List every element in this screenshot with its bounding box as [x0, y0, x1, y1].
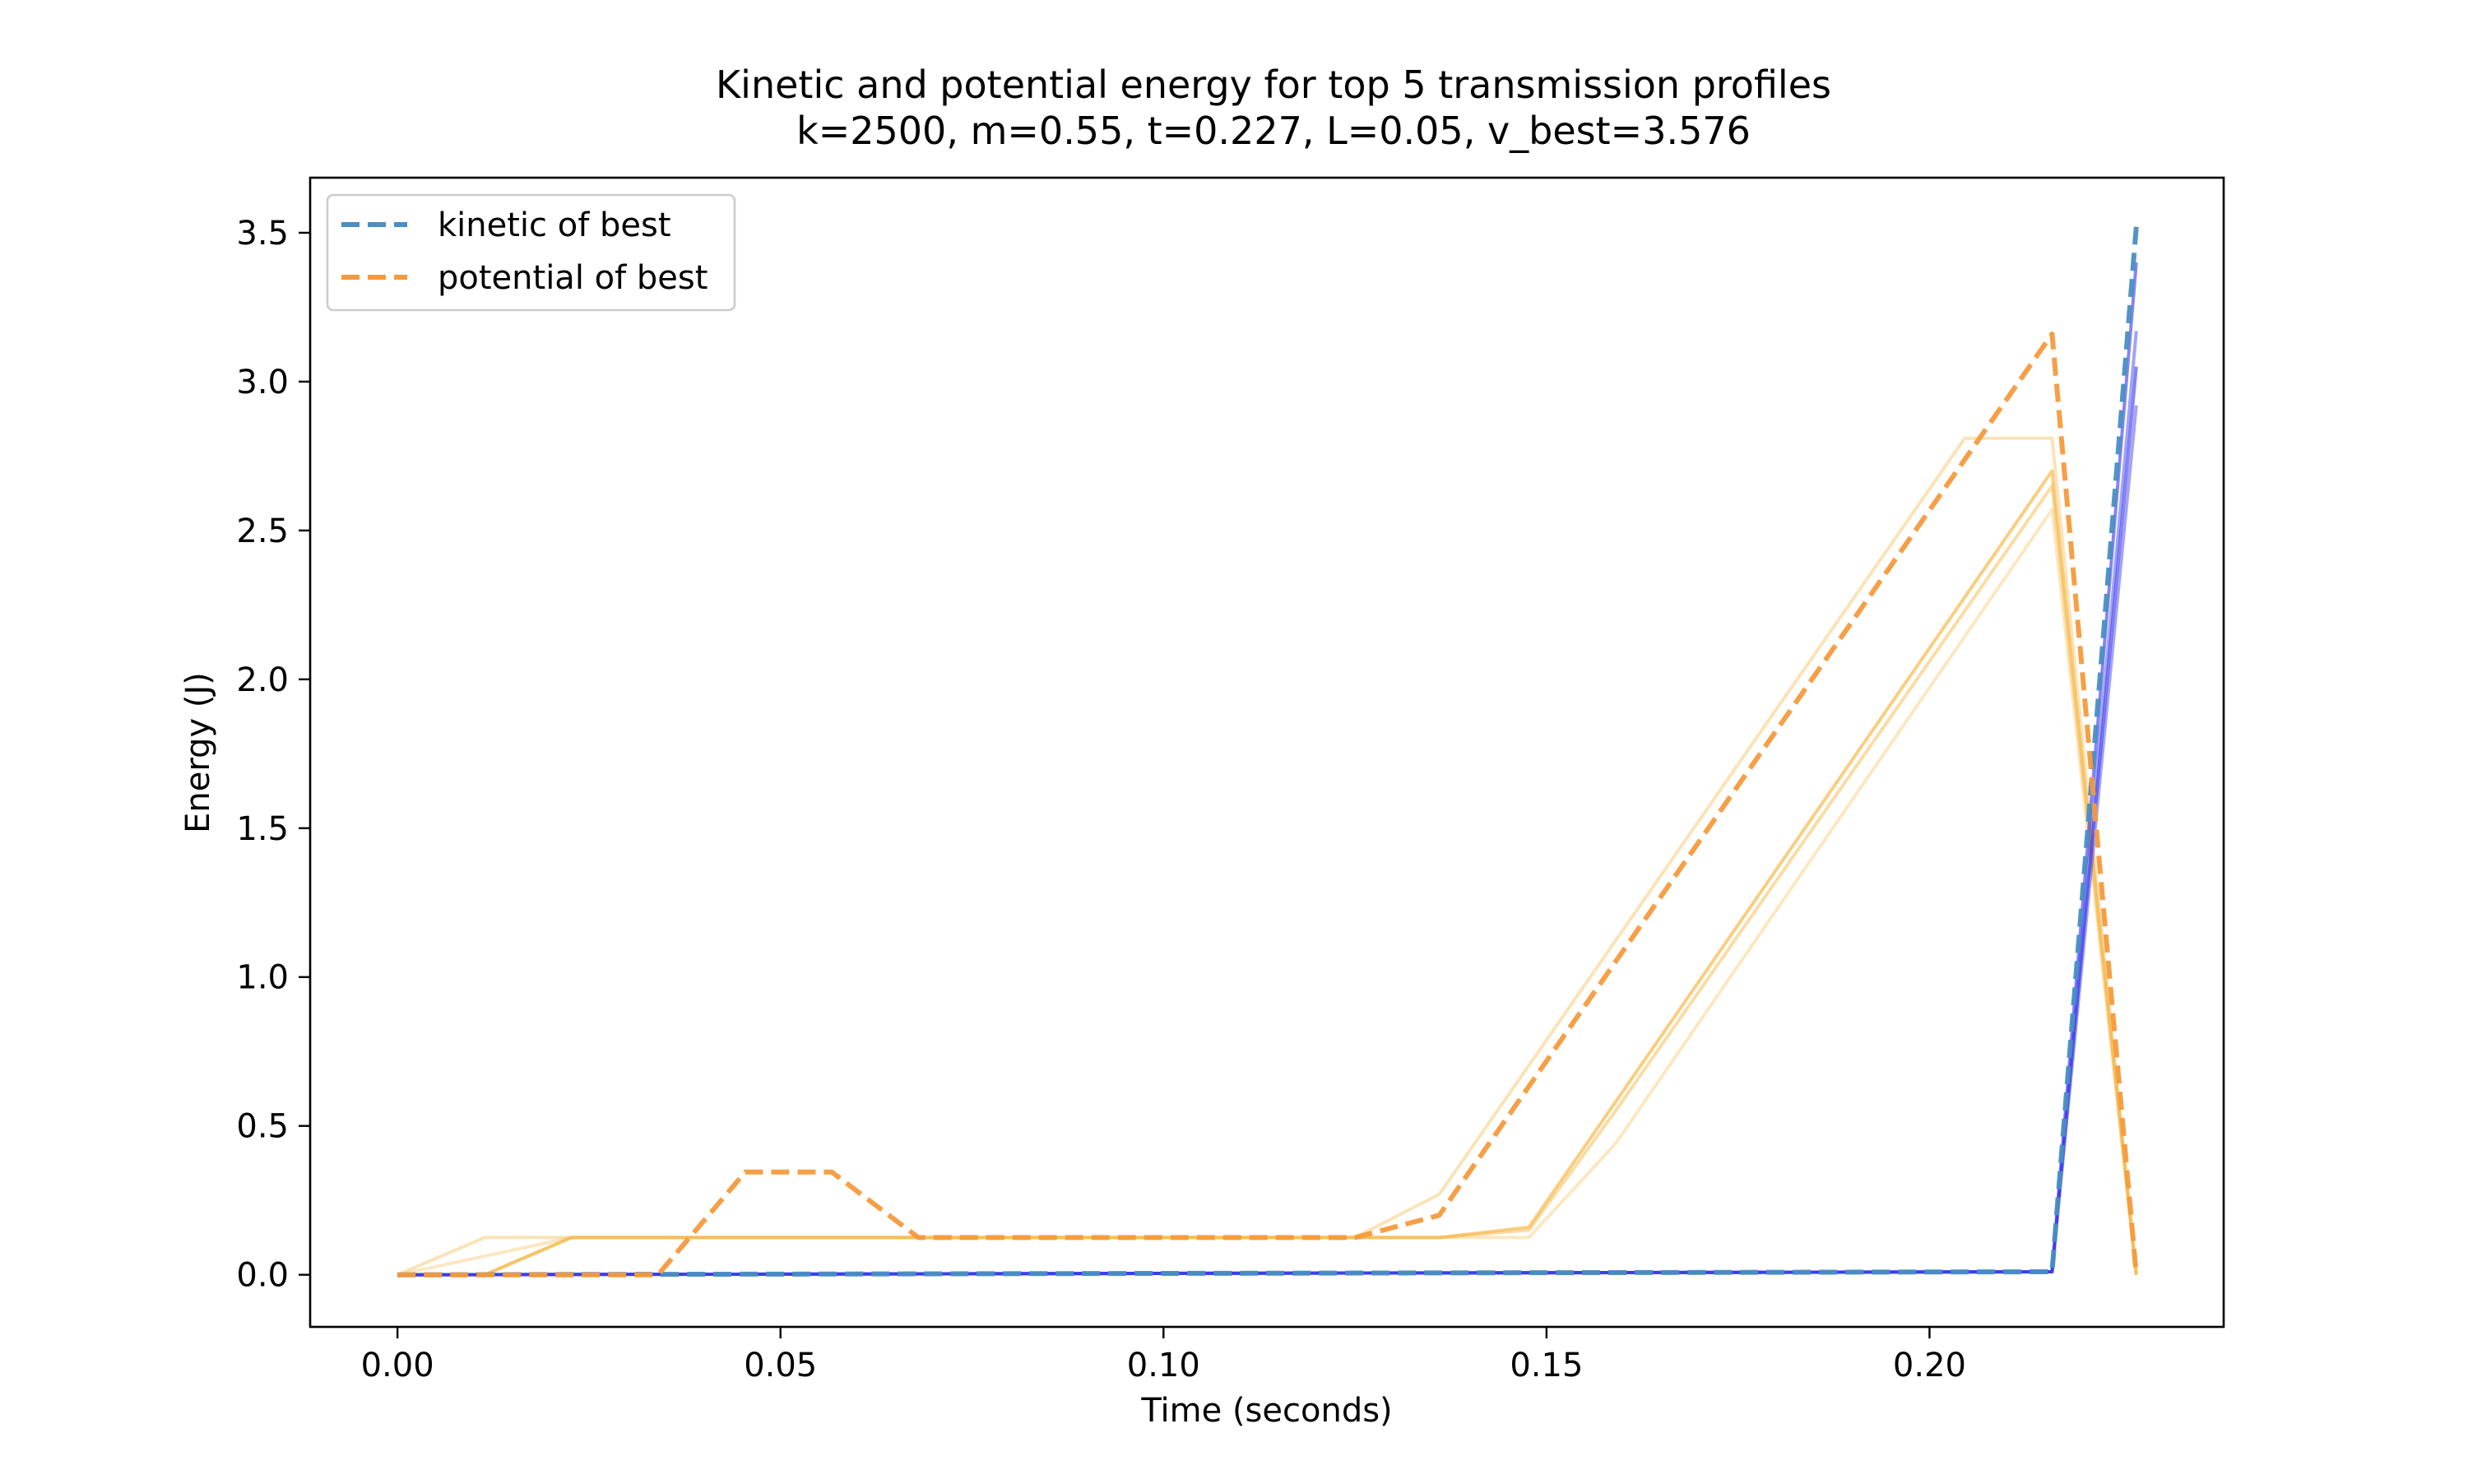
- legend-label-potential: potential of best: [438, 259, 707, 297]
- potential-profile-line-2: [397, 436, 2138, 1277]
- y-tick-label: 1.0: [236, 959, 289, 997]
- chart-subtitle: k=2500, m=0.55, t=0.227, L=0.05, v_best=…: [796, 109, 1751, 153]
- y-tick-label: 3.5: [236, 215, 289, 253]
- y-tick-label: 3.0: [236, 364, 289, 401]
- legend-label-kinetic: kinetic of best: [438, 206, 671, 244]
- x-tick-label: 0.10: [1127, 1347, 1200, 1384]
- y-tick-label: 0.0: [236, 1257, 289, 1295]
- chart-title: Kinetic and potential energy for top 5 t…: [716, 63, 1831, 107]
- legend: kinetic of best potential of best: [326, 193, 736, 312]
- y-axis: 0.0 0.5 1.0 1.5 2.0 2.5 3.0 3.5: [236, 215, 310, 1295]
- x-tick-label: 0.15: [1510, 1347, 1583, 1384]
- potential-best-line: [397, 332, 2139, 1278]
- x-tick-label: 0.00: [361, 1347, 434, 1384]
- potential-profile-line-4: [397, 508, 2138, 1277]
- legend-box: [326, 193, 736, 312]
- x-tick-label: 0.05: [744, 1347, 817, 1384]
- plot-series: [397, 226, 2139, 1278]
- x-axis: 0.00 0.05 0.10 0.15 0.20: [361, 1327, 1966, 1384]
- x-tick-label: 0.20: [1893, 1347, 1966, 1384]
- plot-frame: [308, 176, 2225, 1329]
- y-tick-label: 1.5: [236, 810, 289, 848]
- y-axis-label: Energy (J): [179, 672, 217, 833]
- x-axis-label: Time (seconds): [1140, 1392, 1392, 1430]
- y-tick-label: 0.5: [236, 1108, 289, 1146]
- y-tick-label: 2.0: [236, 661, 289, 699]
- y-tick-label: 2.5: [236, 512, 289, 550]
- kinetic-best-line: [397, 226, 2139, 1278]
- potential-profile-line-5: [397, 484, 2138, 1277]
